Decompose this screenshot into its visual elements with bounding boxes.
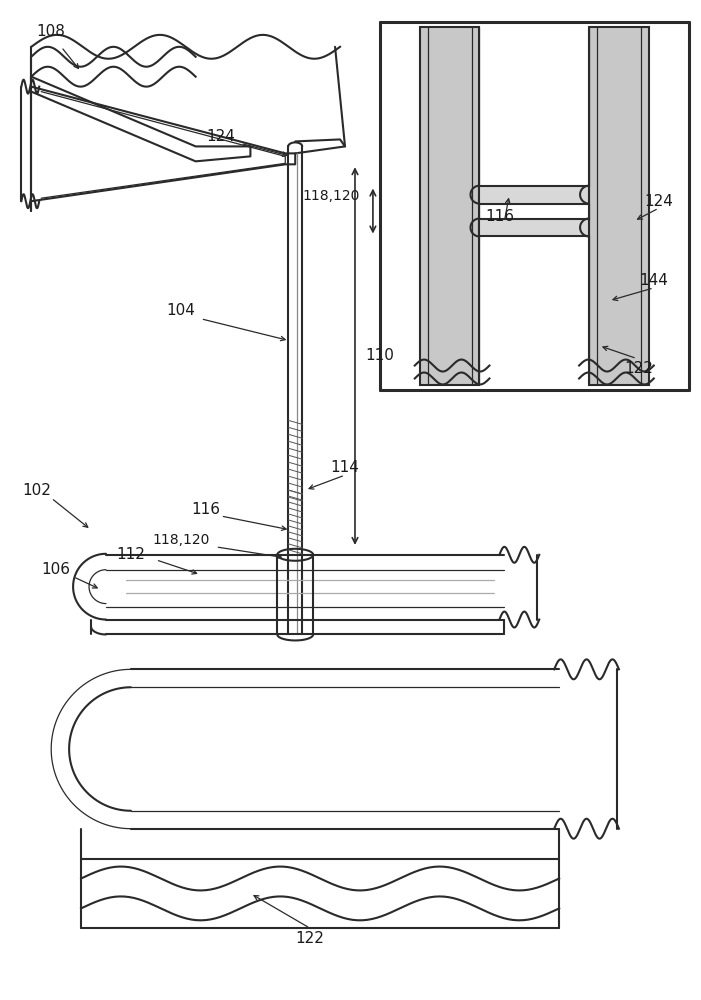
- Text: 122: 122: [625, 361, 653, 376]
- Text: 104: 104: [166, 303, 195, 318]
- Text: 102: 102: [22, 483, 50, 498]
- Text: 116: 116: [191, 502, 220, 517]
- Polygon shape: [479, 219, 589, 236]
- Text: 110: 110: [365, 348, 395, 363]
- Polygon shape: [479, 186, 589, 204]
- Polygon shape: [420, 27, 479, 385]
- Text: 116: 116: [485, 209, 514, 224]
- Text: 122: 122: [296, 931, 325, 946]
- Text: 106: 106: [41, 562, 71, 577]
- Text: 118,120: 118,120: [152, 533, 210, 547]
- Text: 112: 112: [116, 547, 145, 562]
- Text: 144: 144: [639, 273, 668, 288]
- Text: 124: 124: [644, 194, 673, 209]
- Text: 114: 114: [331, 460, 360, 475]
- Text: 118,120: 118,120: [303, 189, 360, 203]
- Text: 124: 124: [206, 129, 235, 144]
- Text: 108: 108: [36, 24, 66, 39]
- Polygon shape: [589, 27, 649, 385]
